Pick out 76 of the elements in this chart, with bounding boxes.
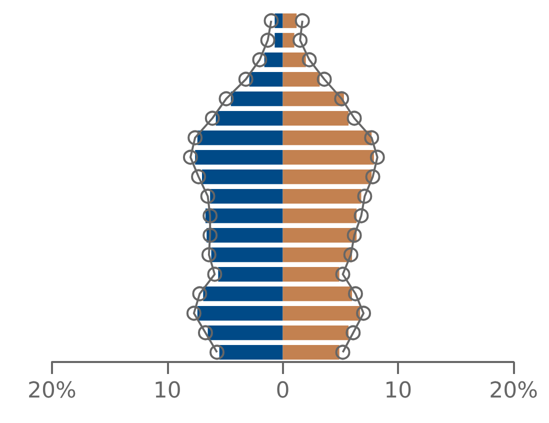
bar <box>282 286 352 302</box>
bar <box>249 72 283 87</box>
point <box>202 228 218 243</box>
point <box>207 266 222 282</box>
bar <box>206 228 283 243</box>
bar <box>282 208 357 224</box>
point <box>260 32 276 48</box>
bar <box>203 286 283 302</box>
point <box>357 188 372 204</box>
bar <box>197 130 283 146</box>
point <box>343 247 358 262</box>
point <box>192 286 208 302</box>
x-tick-label: 20% <box>28 378 76 404</box>
x-tick-label: 10 <box>153 378 182 404</box>
bar <box>282 52 306 68</box>
point <box>365 169 380 184</box>
bar <box>218 266 283 282</box>
bar <box>282 325 349 340</box>
bar <box>282 91 344 106</box>
bar <box>216 110 283 126</box>
point <box>292 32 308 48</box>
point <box>252 52 268 68</box>
point <box>346 228 362 243</box>
point <box>210 344 225 360</box>
bar <box>195 150 283 165</box>
point <box>335 344 350 360</box>
bar <box>282 13 297 28</box>
bar <box>282 266 340 282</box>
point <box>204 110 220 126</box>
bar <box>197 306 283 321</box>
bar <box>211 247 283 262</box>
bar <box>264 52 283 68</box>
point <box>218 91 234 106</box>
bar <box>282 306 360 321</box>
bar <box>282 188 362 204</box>
bar <box>282 110 349 126</box>
point <box>354 208 369 224</box>
point <box>346 110 362 126</box>
point <box>370 150 385 165</box>
point <box>364 130 380 146</box>
point <box>316 72 332 87</box>
bar <box>205 208 283 224</box>
point <box>356 306 372 321</box>
point <box>182 150 198 165</box>
x-tick-label: 10 <box>384 378 412 404</box>
point <box>348 286 363 302</box>
bar <box>230 91 283 106</box>
point <box>186 306 202 321</box>
bar <box>282 150 374 165</box>
point <box>202 208 218 224</box>
bar <box>282 130 372 146</box>
point <box>294 13 310 28</box>
bar <box>210 188 283 204</box>
point <box>302 52 317 68</box>
bar <box>282 344 340 360</box>
point <box>238 72 254 87</box>
point <box>346 325 361 340</box>
bar <box>274 32 283 48</box>
x-tick-label: 20% <box>489 378 538 404</box>
point <box>198 325 213 340</box>
bar <box>219 344 283 360</box>
point <box>191 169 206 184</box>
point <box>334 91 350 106</box>
bar <box>208 325 283 340</box>
bar <box>282 72 320 87</box>
bar <box>202 169 283 184</box>
x-tick-label: 0 <box>276 378 290 404</box>
bar <box>282 228 357 243</box>
bar <box>282 32 294 48</box>
bar <box>282 247 352 262</box>
point <box>264 13 279 28</box>
bar <box>282 169 372 184</box>
point <box>188 130 203 146</box>
point <box>200 188 216 204</box>
point <box>201 247 216 262</box>
point <box>335 266 350 282</box>
